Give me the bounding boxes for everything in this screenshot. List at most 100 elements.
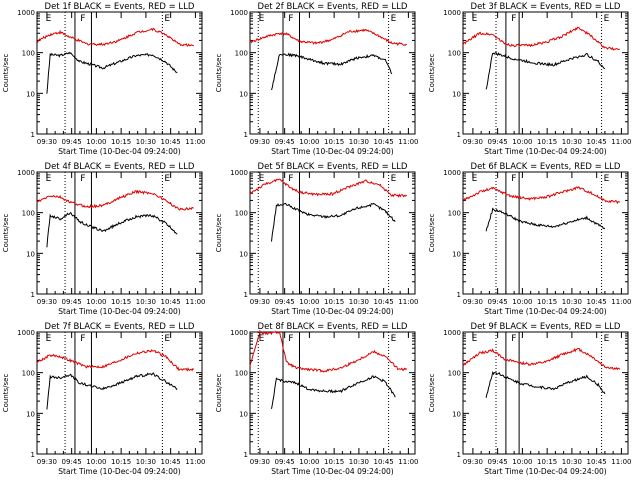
x-tick-label: 09:45 <box>488 298 508 306</box>
x-tick-label: 10:45 <box>374 458 394 466</box>
x-tick-label: 10:30 <box>349 458 369 466</box>
chart-panel-8: Det 8f BLACK = Events, RED = LLD 1 10 100 10… <box>215 322 418 476</box>
x-tick-label: 11:00 <box>185 458 205 466</box>
plot-frame <box>249 171 416 295</box>
y-tick-label: 1 <box>457 451 461 459</box>
plot-frame <box>249 11 416 135</box>
chart-panel-7: Det 7f BLACK = Events, RED = LLD 1 10 100 10… <box>2 322 205 476</box>
marker-e-label: E <box>472 174 478 184</box>
x-tick-label: 09:45 <box>488 458 508 466</box>
marker-f-label: F <box>288 174 293 184</box>
x-tick-label: 10:00 <box>512 458 532 466</box>
y-tick-label: 1000 <box>230 329 248 337</box>
x-axis-label: Start Time (10-Dec-04 09:24:00) <box>484 307 606 316</box>
marker-e-label: E <box>604 174 610 184</box>
chart-panel-4: Det 4f BLACK = Events, RED = LLD 1 10 100 10… <box>2 162 205 316</box>
x-tick-label: 09:45 <box>275 138 295 146</box>
y-axis-label: Counts/sec <box>215 374 223 413</box>
y-tick-label: 1000 <box>443 9 461 17</box>
x-tick-label: 10:15 <box>324 138 344 146</box>
lld-series-line <box>462 26 620 51</box>
x-tick-label: 10:00 <box>512 298 532 306</box>
events-series-line <box>271 202 396 242</box>
x-tick-label: 10:15 <box>537 458 557 466</box>
lld-series-line <box>249 28 407 47</box>
marker-e-label: E <box>472 334 478 344</box>
x-tick-label: 10:45 <box>374 298 394 306</box>
x-tick-label: 10:30 <box>562 138 582 146</box>
y-tick-label: 1000 <box>17 169 35 177</box>
x-tick-label: 11:00 <box>185 298 205 306</box>
chart-panel-5: Det 5f BLACK = Events, RED = LLD 1 10 100 10… <box>215 162 418 316</box>
x-tick-label: 10:45 <box>587 458 607 466</box>
x-tick-label: 10:30 <box>136 458 156 466</box>
x-tick-label: 09:45 <box>62 458 82 466</box>
y-tick-label: 1 <box>244 131 248 139</box>
lld-series-line <box>36 349 195 372</box>
y-tick-label: 10 <box>239 250 248 258</box>
x-tick-label: 11:00 <box>611 138 631 146</box>
y-tick-label: 100 <box>448 370 461 378</box>
plot-frame <box>36 11 203 135</box>
x-tick-label: 09:45 <box>488 138 508 146</box>
x-tick-label: 10:30 <box>349 298 369 306</box>
marker-e-label: E <box>259 174 265 184</box>
y-tick-label: 1 <box>244 451 248 459</box>
chart-title: Det 9f BLACK = Events, RED = LLD <box>471 322 621 332</box>
marker-e-label: E <box>604 334 610 344</box>
y-tick-label: 10 <box>26 250 35 258</box>
y-tick-label: 100 <box>22 210 35 218</box>
y-axis-label: Counts/sec <box>2 374 10 413</box>
x-tick-label: 10:00 <box>86 458 106 466</box>
chart-panel-6: Det 6f BLACK = Events, RED = LLD 1 10 100 10… <box>428 162 631 316</box>
y-tick-label: 1000 <box>230 169 248 177</box>
marker-e-label: E <box>46 14 52 24</box>
lld-series-line <box>36 189 194 211</box>
x-tick-label: 09:30 <box>250 138 270 146</box>
x-axis-label: Start Time (10-Dec-04 09:24:00) <box>484 467 606 476</box>
y-tick-label: 10 <box>452 90 461 98</box>
events-series-line <box>485 51 606 90</box>
x-tick-label: 10:45 <box>587 138 607 146</box>
y-tick-label: 10 <box>452 410 461 418</box>
events-series-line <box>46 211 178 248</box>
x-tick-label: 11:00 <box>611 298 631 306</box>
x-tick-label: 11:00 <box>398 298 418 306</box>
marker-f-label: F <box>511 174 516 184</box>
plot-frame <box>249 331 416 455</box>
y-tick-label: 100 <box>448 210 461 218</box>
x-tick-label: 09:30 <box>37 458 57 466</box>
y-tick-label: 1000 <box>230 9 248 17</box>
x-tick-label: 10:15 <box>324 298 344 306</box>
marker-f-label: F <box>80 174 85 184</box>
y-tick-label: 100 <box>22 50 35 58</box>
x-tick-label: 10:30 <box>562 298 582 306</box>
y-tick-label: 1 <box>244 291 248 299</box>
y-tick-label: 1 <box>31 291 35 299</box>
y-tick-label: 1000 <box>17 329 35 337</box>
marker-e-label: E <box>164 14 170 24</box>
y-tick-label: 10 <box>26 410 35 418</box>
x-tick-label: 09:45 <box>62 298 82 306</box>
x-tick-label: 11:00 <box>398 138 418 146</box>
x-tick-label: 10:00 <box>299 458 319 466</box>
x-tick-label: 11:00 <box>398 458 418 466</box>
events-series-line <box>271 375 396 409</box>
x-tick-label: 10:00 <box>86 298 106 306</box>
chart-panel-9: Det 9f BLACK = Events, RED = LLD 1 10 100 10… <box>428 322 631 476</box>
y-tick-label: 1000 <box>17 9 35 17</box>
x-axis-label: Start Time (10-Dec-04 09:24:00) <box>58 307 180 316</box>
chart-panel-1: Det 1f BLACK = Events, RED = LLD 1 10 100 10… <box>2 2 205 156</box>
x-tick-label: 10:00 <box>299 138 319 146</box>
x-tick-label: 10:15 <box>111 138 131 146</box>
x-tick-label: 09:30 <box>463 458 483 466</box>
y-axis-label: Counts/sec <box>215 214 223 253</box>
marker-e-label: E <box>391 14 397 24</box>
chart-title: Det 2f BLACK = Events, RED = LLD <box>258 2 408 12</box>
x-tick-label: 09:30 <box>463 298 483 306</box>
x-tick-label: 10:15 <box>324 458 344 466</box>
y-tick-label: 100 <box>448 50 461 58</box>
lld-series-line <box>249 329 408 373</box>
x-tick-label: 10:30 <box>136 138 156 146</box>
y-axis-label: Counts/sec <box>215 54 223 93</box>
